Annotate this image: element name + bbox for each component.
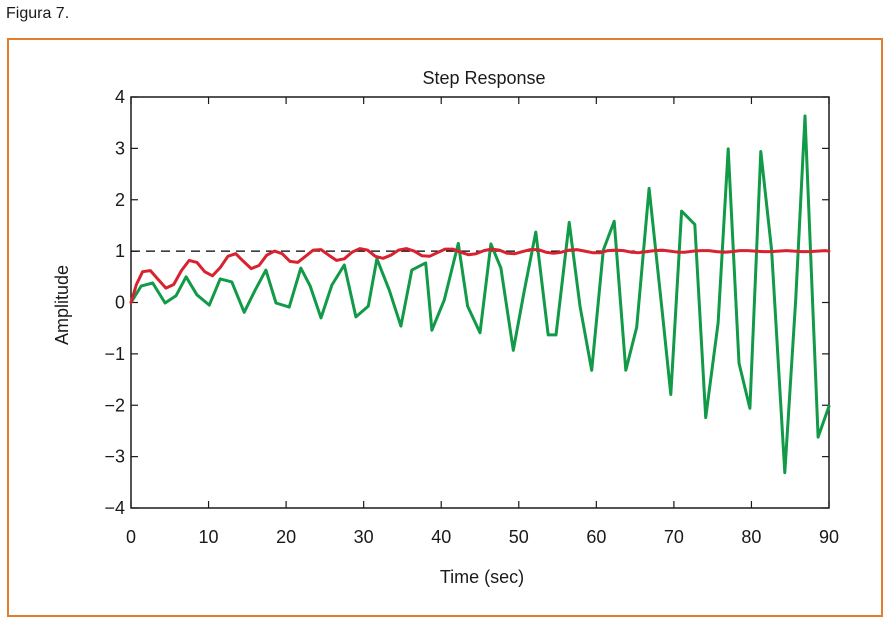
y-tick-label: 1: [115, 241, 125, 261]
series-line-green: [129, 114, 831, 475]
series-group: [129, 114, 831, 475]
y-tick-label: 3: [115, 138, 125, 158]
plot-area: [130, 96, 830, 509]
x-tick-label: 70: [664, 527, 684, 547]
y-tick-label: −1: [104, 344, 125, 364]
chart-title: Step Response: [422, 68, 545, 88]
x-tick-label: 90: [819, 527, 839, 547]
y-axis-label: Amplitude: [52, 265, 72, 345]
y-tick-label: −3: [104, 447, 125, 467]
x-tick-label: 0: [126, 527, 136, 547]
x-tick-label: 60: [586, 527, 606, 547]
x-tick-label: 80: [741, 527, 761, 547]
y-tick-label: 4: [115, 87, 125, 107]
figure-frame: [7, 38, 883, 617]
x-tick-label: 20: [276, 527, 296, 547]
x-tick-label: 50: [509, 527, 529, 547]
x-tick-label: 30: [354, 527, 374, 547]
y-tick-label: −4: [104, 498, 125, 518]
figure-caption: Figura 7.: [6, 5, 70, 22]
x-tick-label: 10: [199, 527, 219, 547]
x-axis-label: Time (sec): [440, 567, 524, 587]
x-tick-label: 40: [431, 527, 451, 547]
y-tick-label: −2: [104, 395, 125, 415]
series-line-red: [129, 247, 831, 304]
y-tick-label: 0: [115, 293, 125, 313]
y-tick-label: 2: [115, 190, 125, 210]
